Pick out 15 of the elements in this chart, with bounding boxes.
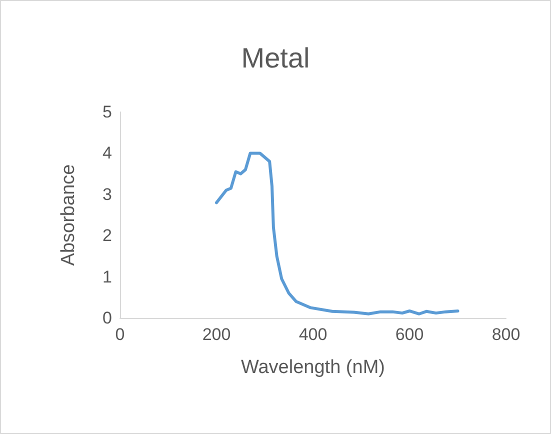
y-tick-label: 2 <box>102 226 112 246</box>
x-tick-label: 0 <box>115 325 125 344</box>
x-tick-label: 800 <box>492 325 520 344</box>
line-series <box>215 152 460 316</box>
y-tick-label: 1 <box>102 267 112 286</box>
x-tick-label: 400 <box>298 325 328 344</box>
y-tick-label: 5 <box>102 102 112 122</box>
x-axis-title: Wavelength (nM) <box>241 357 385 378</box>
x-tick-label: 600 <box>395 325 424 344</box>
y-tick-label: 4 <box>102 144 112 163</box>
y-tick-label: 0 <box>102 308 112 328</box>
y-tick-label: 3 <box>102 184 112 204</box>
chart-title: Metal <box>241 42 310 74</box>
y-axis-title: Absorbance <box>58 164 79 266</box>
x-tick-label: 200 <box>202 325 231 344</box>
